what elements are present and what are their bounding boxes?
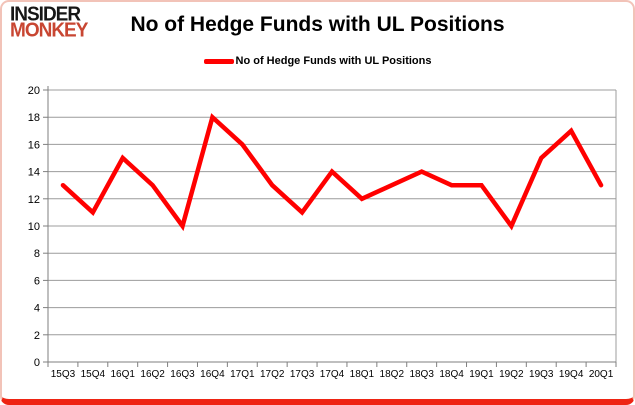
series-line [60, 113, 604, 232]
y-tick-label: 0 [34, 357, 40, 369]
x-tick-label: 16Q2 [140, 369, 165, 380]
x-tick-label: 19Q4 [559, 369, 584, 380]
y-tick-label: 16 [28, 139, 40, 151]
y-tick-label: 12 [28, 194, 40, 206]
y-tick-label: 6 [34, 275, 40, 287]
x-tick-label: 19Q3 [529, 369, 554, 380]
logo-text-insider: INSIDER [10, 3, 81, 26]
x-tick-label: 19Q2 [499, 369, 524, 380]
x-tick-label: 17Q1 [230, 369, 255, 380]
y-axis: 0 2 4 6 8 10 12 14 16 18 20 [28, 85, 48, 369]
x-axis: 15Q3 15Q4 16Q1 16Q2 16Q3 16Q4 17Q1 17Q2 17Q3 17Q4… [47, 362, 617, 380]
x-tick-label: 16Q4 [200, 369, 225, 380]
page-title: No of Hedge Funds with UL Positions [130, 13, 505, 36]
x-tick-label: 18Q3 [409, 369, 434, 380]
x-tick-label: 17Q3 [290, 369, 315, 380]
x-tick-label: 16Q1 [111, 369, 136, 380]
x-tick-label: 17Q4 [320, 369, 345, 380]
y-tick-label: 18 [28, 112, 40, 124]
y-tick-label: 14 [28, 167, 40, 179]
x-tick-label: 18Q4 [439, 369, 464, 380]
x-tick-label: 18Q1 [350, 369, 375, 380]
legend-line-swatch [203, 58, 234, 64]
x-tick-label: 16Q3 [170, 369, 195, 380]
x-tick-label: 20Q1 [589, 369, 614, 380]
insider-monkey-logo: INSIDER MONKEY [10, 3, 88, 42]
y-tick-label: 2 [34, 330, 40, 342]
legend: No of Hedge Funds with UL Positions [2, 55, 633, 67]
y-tick-label: 4 [34, 303, 40, 315]
y-tick-label: 20 [28, 85, 40, 97]
y-tick-label: 10 [28, 221, 40, 233]
y-tick-label: 8 [34, 248, 40, 260]
x-tick-label: 15Q4 [81, 369, 106, 380]
logo-text-monkey: MONKEY [10, 19, 88, 42]
x-tick-label: 15Q3 [51, 369, 76, 380]
gridlines [48, 89, 616, 336]
legend-label: No of Hedge Funds with UL Positions [235, 55, 432, 67]
x-tick-label: 17Q2 [260, 369, 285, 380]
x-tick-label: 19Q1 [469, 369, 494, 380]
x-tick-label: 18Q2 [380, 369, 405, 380]
